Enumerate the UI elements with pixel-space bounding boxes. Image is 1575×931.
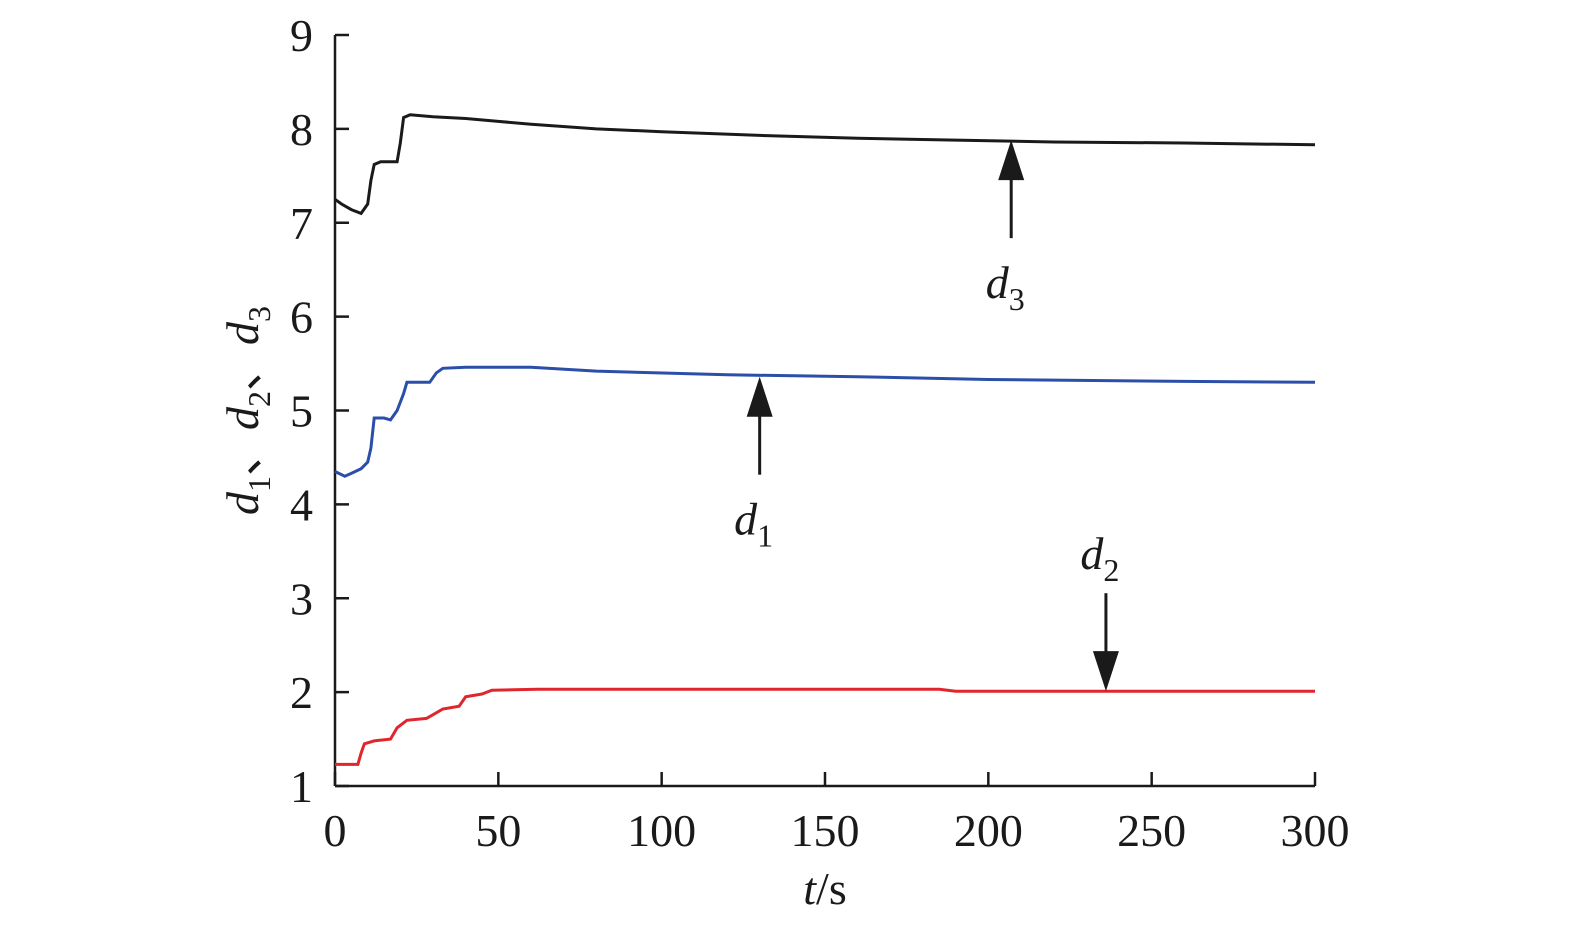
y-tick-label: 1 bbox=[290, 761, 313, 812]
x-tick-label: 0 bbox=[324, 805, 347, 856]
y-tick-label: 2 bbox=[290, 667, 313, 718]
x-tick-label: 100 bbox=[627, 805, 696, 856]
x-tick-label: 150 bbox=[791, 805, 860, 856]
x-axis-label: t/s bbox=[803, 863, 846, 914]
y-tick-label: 8 bbox=[290, 104, 313, 155]
x-tick-label: 300 bbox=[1281, 805, 1350, 856]
y-tick-label: 9 bbox=[290, 10, 313, 61]
y-tick-label: 5 bbox=[290, 386, 313, 437]
series-line-2 bbox=[334, 365, 1316, 478]
series-line-3 bbox=[335, 687, 1315, 766]
annotation-d2: d2 bbox=[1080, 528, 1119, 692]
y-axis-label: d1、d2、d3 bbox=[217, 306, 277, 515]
x-tick-label: 250 bbox=[1117, 805, 1186, 856]
x-tick-label: 50 bbox=[475, 805, 521, 856]
arrow-head bbox=[1092, 651, 1119, 692]
series-group bbox=[334, 113, 1316, 766]
arrow-head bbox=[998, 140, 1025, 181]
y-tick-label: 6 bbox=[290, 292, 313, 343]
plot-area bbox=[333, 35, 1315, 788]
annotations: d3 d1 d2 bbox=[734, 140, 1119, 692]
annotation-d1: d1 bbox=[734, 376, 773, 554]
y-axis: 1 2 3 4 5 6 7 8 9 bbox=[290, 10, 349, 812]
series-line-1 bbox=[334, 113, 1316, 216]
x-axis: 0 50 100 150 200 250 300 bbox=[324, 772, 1350, 856]
annotation-label: d2 bbox=[1080, 528, 1119, 588]
y-tick-label: 4 bbox=[290, 479, 313, 530]
annotation-label: d1 bbox=[734, 494, 773, 554]
y-tick-label: 3 bbox=[290, 573, 313, 624]
annotation-label: d3 bbox=[986, 257, 1025, 317]
y-tick-label: 7 bbox=[290, 198, 313, 249]
annotation-d3: d3 bbox=[986, 140, 1025, 317]
x-tick-label: 200 bbox=[954, 805, 1023, 856]
arrow-head bbox=[746, 376, 773, 417]
